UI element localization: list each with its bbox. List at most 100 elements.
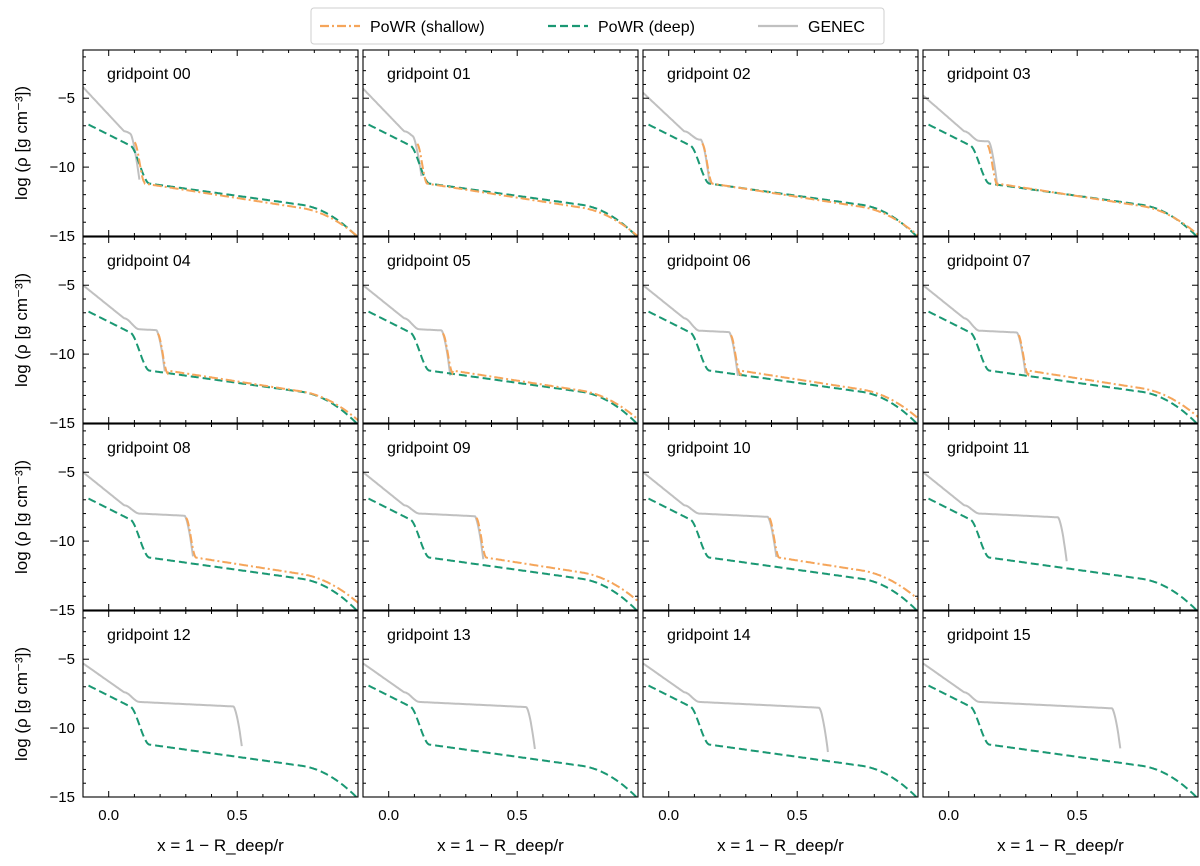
- powr-deep-curve: [88, 684, 358, 797]
- genec-curve: [643, 662, 829, 753]
- panel-title: gridpoint 07: [947, 253, 1031, 270]
- panel-5: gridpoint 05: [362, 236, 639, 424]
- genec-curve: [923, 471, 1068, 562]
- panel-frame: [362, 610, 639, 798]
- x-axis-label: x = 1 − R_deep/r: [437, 836, 564, 855]
- panel-2: gridpoint 02: [642, 49, 919, 237]
- powr-shallow-curve: [768, 517, 918, 600]
- x-tick-label: 0.5: [787, 807, 808, 824]
- genec-curve: [363, 284, 452, 376]
- powr-deep-curve: [928, 310, 1198, 423]
- panel-15: gridpoint 15 0.0 0.5: [922, 610, 1199, 824]
- x-axis-label: x = 1 − R_deep/r: [997, 836, 1124, 855]
- panel-11: gridpoint 11: [922, 423, 1199, 611]
- genec-curve: [363, 87, 423, 177]
- powr-deep-curve: [368, 497, 638, 610]
- panel-title: gridpoint 05: [387, 253, 471, 270]
- powr-deep-curve: [368, 310, 638, 423]
- powr-shallow-curve: [475, 517, 638, 602]
- powr-deep-curve: [88, 497, 358, 610]
- powr-shallow-curve: [442, 332, 638, 421]
- genec-curve: [923, 662, 1122, 749]
- y-axis-label: log (ρ [g cm⁻³]): [12, 273, 31, 387]
- legend-label-0: PoWR (shallow): [370, 19, 485, 36]
- genec-curve: [643, 471, 778, 558]
- panel-8: gridpoint 08 −5 −10 −15: [50, 423, 359, 619]
- panel-frame: [362, 423, 639, 611]
- panel-title: gridpoint 04: [107, 253, 191, 270]
- y-tick-label: −5: [58, 277, 75, 294]
- panel-title: gridpoint 15: [947, 627, 1031, 644]
- x-tick-label: 0.0: [98, 807, 119, 824]
- powr-deep-curve: [368, 684, 638, 797]
- panel-grid: gridpoint 00 −5 −10 −15 gridpoint 01 gridpoin…: [50, 49, 1199, 824]
- genec-curve: [643, 91, 711, 185]
- panel-frame: [642, 49, 919, 237]
- legend-frame: [310, 7, 885, 45]
- powr-shallow-curve: [185, 517, 358, 604]
- powr-shallow-curve: [986, 144, 1198, 236]
- y-tick-label: −10: [50, 533, 75, 550]
- y-tick-label: −15: [50, 415, 75, 432]
- powr-shallow-curve: [157, 333, 358, 421]
- panel-frame: [922, 423, 1199, 611]
- powr-deep-curve: [88, 310, 358, 423]
- powr-deep-curve: [368, 123, 638, 236]
- y-axis-label: log (ρ [g cm⁻³]): [12, 460, 31, 574]
- panel-7: gridpoint 07: [922, 236, 1199, 424]
- panel-1: gridpoint 01: [362, 49, 639, 237]
- powr-deep-curve: [928, 684, 1198, 797]
- panel-title: gridpoint 02: [667, 66, 751, 83]
- powr-deep-curve: [648, 123, 918, 236]
- panel-13: gridpoint 13 0.0 0.5: [362, 610, 639, 824]
- y-tick-label: −10: [50, 346, 75, 363]
- panel-frame: [362, 49, 639, 237]
- panel-title: gridpoint 06: [667, 253, 751, 270]
- y-tick-label: −10: [50, 720, 75, 737]
- powr-deep-curve: [648, 310, 918, 423]
- panel-12: gridpoint 12 −5 −10 −15 0.0 0.5: [50, 610, 359, 824]
- y-tick-label: −5: [58, 651, 75, 668]
- panel-frame: [922, 49, 1199, 237]
- x-tick-label: 0.0: [938, 807, 959, 824]
- x-tick-label: 0.5: [1067, 807, 1088, 824]
- panel-0: gridpoint 00 −5 −10 −15: [50, 49, 359, 245]
- y-axis-label: log (ρ [g cm⁻³]): [12, 647, 31, 761]
- panel-title: gridpoint 01: [387, 66, 471, 83]
- legend-label-2: GENEC: [808, 19, 865, 36]
- panel-title: gridpoint 12: [107, 627, 191, 644]
- panel-title: gridpoint 09: [387, 440, 471, 457]
- powr-deep-curve: [648, 684, 918, 797]
- powr-deep-curve: [928, 497, 1198, 610]
- powr-shallow-curve: [1017, 334, 1198, 418]
- powr-deep-curve: [648, 497, 918, 610]
- powr-shallow-curve: [416, 143, 638, 236]
- panel-frame: [642, 423, 919, 611]
- y-tick-label: −10: [50, 159, 75, 176]
- genec-curve: [363, 662, 536, 750]
- genec-curve: [923, 94, 999, 186]
- panel-4: gridpoint 04 −5 −10 −15: [50, 236, 359, 432]
- panel-title: gridpoint 08: [107, 440, 191, 457]
- x-tick-label: 0.5: [227, 807, 248, 824]
- x-tick-label: 0.0: [658, 807, 679, 824]
- panel-title: gridpoint 03: [947, 66, 1031, 83]
- powr-deep-curve: [88, 123, 358, 236]
- y-tick-label: −5: [58, 90, 75, 107]
- genec-curve: [83, 662, 243, 747]
- legend: PoWR (shallow) PoWR (deep) GENEC: [310, 7, 885, 45]
- y-tick-label: −15: [50, 789, 75, 806]
- panel-9: gridpoint 09: [362, 423, 639, 611]
- axis-labels: log (ρ [g cm⁻³]) log (ρ [g cm⁻³]) log (ρ […: [12, 86, 1124, 855]
- x-tick-label: 0.0: [378, 807, 399, 824]
- panel-title: gridpoint 00: [107, 66, 191, 83]
- panel-frame: [922, 610, 1199, 798]
- panel-frame: [642, 236, 919, 424]
- genec-curve: [83, 471, 194, 557]
- y-axis-label: log (ρ [g cm⁻³]): [12, 86, 31, 200]
- panel-title: gridpoint 14: [667, 627, 751, 644]
- legend-label-1: PoWR (deep): [598, 19, 695, 36]
- genec-curve: [83, 86, 141, 180]
- panel-title: gridpoint 10: [667, 440, 751, 457]
